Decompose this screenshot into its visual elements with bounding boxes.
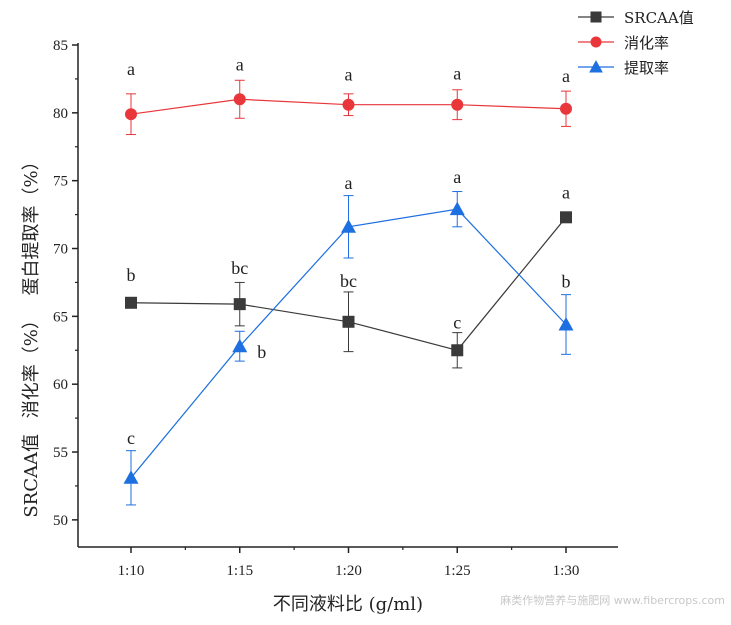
axes: 50 55 60 65 70 75 80 85 1:10 1:15 1:20 1:25 1:30 [53, 38, 618, 579]
circle-marker [590, 36, 602, 48]
y-axis-title-part-2: 消化率（%） [21, 311, 42, 418]
significance-letter: b [257, 342, 266, 362]
significance-letter: a [236, 54, 244, 74]
y-axis-title: SRCAA值 消化率（%） 蛋白提取率（%） [21, 152, 42, 517]
circle-marker [342, 98, 355, 111]
series-layer [123, 79, 574, 506]
watermark-text: 麻类作物营养与施肥网 www.fibercrops.com [500, 593, 725, 607]
legend-label: 提取率 [624, 59, 669, 77]
y-tick-label: 60 [53, 377, 68, 393]
x-tick-label: 1:10 [118, 563, 145, 579]
triangle-marker [449, 201, 465, 216]
y-tick-label: 80 [53, 106, 68, 122]
y-tick-label: 65 [53, 309, 68, 325]
y-tick-label: 70 [53, 242, 68, 258]
circle-marker [560, 102, 572, 115]
circle-marker [233, 93, 246, 106]
y-tick-label: 55 [53, 445, 68, 461]
y-tick-label: 85 [53, 38, 68, 54]
significance-letter: a [345, 65, 353, 85]
square-marker [342, 315, 355, 328]
x-tick-label: 1:15 [226, 563, 253, 579]
x-tick-label: 1:30 [553, 563, 580, 579]
legend-label: SRCAA值 [624, 9, 694, 27]
circle-marker [125, 108, 137, 121]
y-tick-label: 50 [53, 513, 68, 529]
significance-letter: c [127, 428, 135, 448]
square-marker [451, 344, 464, 357]
y-axis-title-part-1: SRCAA值 [21, 434, 42, 518]
x-axis-title: 不同液料比 (g/ml) [273, 594, 423, 615]
significance-letter: a [453, 64, 461, 84]
triangle-marker [589, 60, 603, 73]
significance-letter: b [562, 271, 571, 291]
triangle-marker [123, 470, 139, 484]
x-tick-label: 1:25 [444, 563, 471, 579]
significance-letter: a [453, 167, 461, 187]
square-marker [233, 298, 246, 311]
significance-letter: a [127, 59, 135, 79]
significance-labels: b bc bc c a a a a a a c b a a b [127, 54, 571, 448]
square-marker [125, 296, 137, 309]
significance-letter: a [345, 173, 353, 193]
square-marker [590, 11, 602, 23]
significance-letter: bc [231, 258, 248, 278]
square-marker [560, 211, 572, 224]
significance-letter: bc [340, 271, 357, 291]
series-0 [125, 211, 572, 369]
x-tick-label: 1:20 [335, 563, 362, 579]
y-axis-title-part-3: 蛋白提取率（%） [21, 152, 42, 295]
significance-letter: a [562, 66, 570, 86]
circle-marker [451, 98, 464, 111]
triangle-marker [232, 338, 248, 353]
significance-letter: a [562, 182, 570, 202]
series-1 [125, 79, 572, 136]
significance-letter: c [453, 312, 461, 332]
triangle-marker [341, 219, 356, 233]
y-tick-label: 75 [53, 174, 68, 190]
significance-letter: b [127, 265, 136, 285]
triangle-marker [558, 316, 574, 331]
legend-label: 消化率 [624, 34, 669, 52]
series-2 [123, 191, 574, 506]
